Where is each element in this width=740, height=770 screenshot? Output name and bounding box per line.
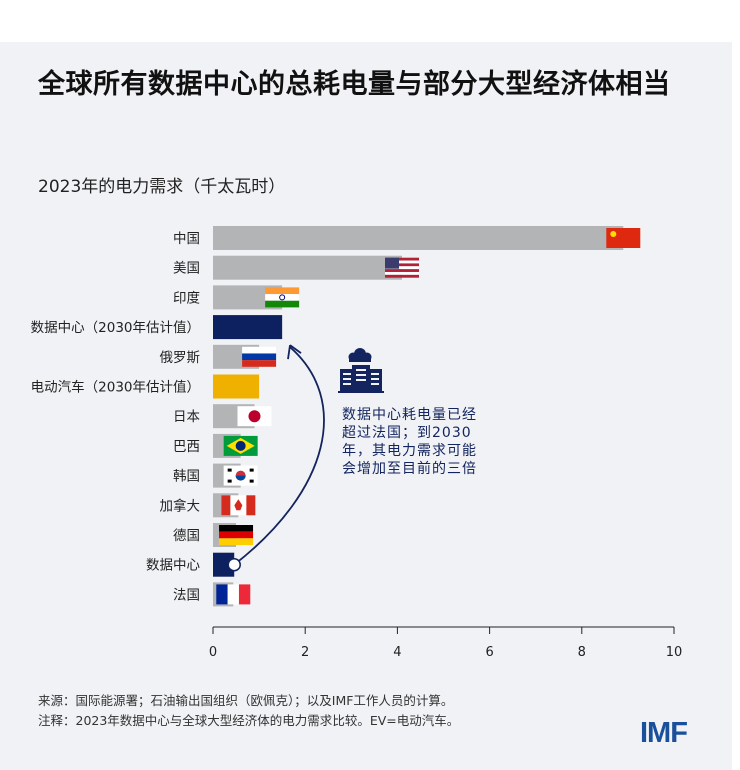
flag-india-icon: [265, 287, 300, 308]
bar-group: 美国: [173, 255, 420, 280]
bar: [213, 226, 624, 250]
bar: [213, 552, 235, 577]
category-label: 巴西: [173, 439, 200, 455]
arrow-head-icon: [287, 344, 302, 360]
x-tick-label: 2: [301, 645, 309, 660]
bar-group: 德国: [173, 523, 254, 547]
category-label: 数据中心（2030年估计值）: [31, 320, 200, 336]
category-label: 加拿大: [160, 497, 201, 514]
bar-group: 俄罗斯: [160, 344, 277, 369]
flag-canada-icon: [221, 495, 256, 516]
footnote: 注释：2023年数据中心与全球大型经济体的电力需求比较。EV=电动汽车。: [38, 713, 460, 728]
category-label: 俄罗斯: [160, 350, 201, 366]
chart-title: 全球所有数据中心的总耗电量与部分大型经济体相当: [38, 69, 671, 100]
flag-korea-icon: [223, 465, 258, 486]
flag-china-icon: [606, 228, 641, 248]
x-tick-label: 6: [485, 645, 493, 660]
x-tick-label: 4: [393, 645, 401, 660]
category-label: 电动汽车（2030年估计值）: [31, 379, 200, 396]
x-tick-label: 8: [578, 645, 586, 660]
category-label: 数据中心: [146, 558, 200, 574]
category-label: 德国: [173, 528, 200, 544]
right-edge: [732, 0, 740, 770]
category-label: 法国: [173, 587, 200, 603]
flag-usa-icon: [385, 257, 420, 278]
bar: [213, 255, 403, 280]
category-label: 中国: [173, 231, 200, 247]
bar: [213, 374, 260, 399]
bar-group: 巴西: [173, 433, 258, 458]
category-label: 韩国: [173, 469, 200, 485]
source-note: 来源：国际能源署；石油输出国组织（欧佩克）；以及IMF工作人员的计算。: [38, 693, 454, 708]
top-strip: [0, 0, 740, 42]
bar-group: 数据中心（2030年估计值）: [31, 315, 283, 340]
arrow-origin-dot: [227, 557, 241, 572]
flag-russia-icon: [242, 346, 277, 367]
category-label: 印度: [173, 290, 200, 306]
data-center-building-icon: [338, 345, 386, 399]
x-tick-label: 10: [666, 645, 683, 660]
x-tick-label: 0: [209, 645, 217, 660]
annotation-arrow: [233, 346, 325, 566]
chart-subtitle: 2023年的电力需求（千太瓦时）: [38, 177, 286, 197]
bar: [213, 315, 283, 340]
category-label: 美国: [173, 261, 200, 277]
bar-group: 法国: [173, 582, 251, 607]
bar-group: 加拿大: [160, 493, 256, 518]
annotation-text: 数据中心耗电量已经超过法国；到2030年，其电力需求可能会增加至目前的三倍: [342, 407, 477, 477]
category-label: 日本: [173, 409, 200, 425]
bar-group: 韩国: [173, 463, 258, 488]
flag-japan-icon: [237, 406, 272, 427]
bar-group: 印度: [173, 285, 300, 310]
flag-germany-icon: [219, 525, 254, 545]
flag-brazil-icon: [223, 435, 258, 456]
bar-group: 电动汽车（2030年估计值）: [31, 374, 260, 399]
bar-group: 日本: [173, 404, 272, 429]
bar-group: 数据中心: [146, 552, 235, 577]
imf-logo: IMF: [640, 717, 688, 749]
bar-group: 中国: [173, 226, 641, 250]
flag-france-icon: [216, 584, 251, 605]
